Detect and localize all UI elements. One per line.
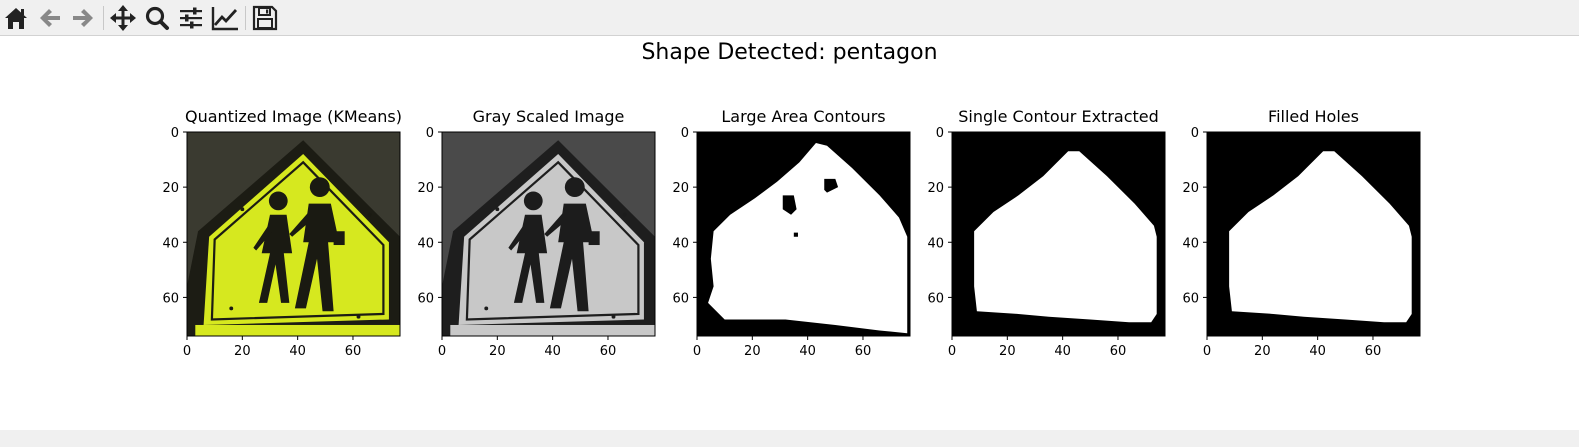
x-tick-label: 20	[1254, 344, 1271, 359]
subplot-image	[952, 132, 1165, 336]
axes-frame	[1206, 131, 1421, 337]
forward-button[interactable]	[68, 3, 98, 33]
subplots: Quantized Image (KMeans)0 20 40 600204060Gr…	[162, 107, 1421, 359]
y-tick-label: 60	[417, 291, 434, 306]
subplot-single-contour-extracted: Single Contour Extracted 0 20 40 60 0 20 40 60	[927, 107, 1166, 359]
move-icon	[110, 5, 136, 31]
subplot-image	[442, 132, 655, 336]
x-tick-label: 40	[1054, 344, 1071, 359]
arrow-left-icon	[40, 9, 60, 27]
pan-button[interactable]	[108, 3, 138, 33]
axes-frame	[186, 131, 401, 337]
y-tick-label: 60	[162, 291, 179, 306]
x-tick-label: 40	[799, 344, 816, 359]
x-tick-label: 0	[438, 344, 446, 359]
home-icon	[5, 8, 27, 29]
x-tick-label: 60	[1365, 344, 1382, 359]
arrow-right-icon	[73, 9, 93, 27]
subplot-image	[187, 132, 400, 336]
subplot-gray-scaled-image: Gray Scaled Image 0 20 40 60 0 20 40 60	[417, 107, 656, 359]
subplot-image	[1207, 132, 1420, 336]
y-tick-label: 60	[927, 291, 944, 306]
subplot-large-area-contours: Large Area Contours 0 20 40 60 0 20 40 60	[672, 107, 911, 359]
sliders-icon	[180, 7, 202, 29]
x-tick-label: 40	[289, 344, 306, 359]
y-tick-label: 40	[162, 236, 179, 251]
subplot-quantized-image-kmeans: Quantized Image (KMeans) 0 20 40 60 0 20 40 60	[162, 107, 402, 359]
x-tick-label: 60	[855, 344, 872, 359]
x-tick-label: 20	[999, 344, 1016, 359]
y-tick-label: 20	[1182, 181, 1199, 196]
x-tick-label: 20	[489, 344, 506, 359]
y-tick-label: 60	[672, 291, 689, 306]
y-tick-label: 0	[681, 126, 689, 141]
x-tick-label: 40	[1309, 344, 1326, 359]
subplot-title: Single Contour Extracted	[958, 107, 1159, 126]
y-tick-label: 0	[171, 126, 179, 141]
figure-suptitle: Shape Detected: pentagon	[641, 40, 938, 65]
x-tick-label: 60	[1110, 344, 1127, 359]
x-tick-label: 20	[234, 344, 251, 359]
toolbar-separator	[245, 6, 246, 30]
x-tick-label: 0	[948, 344, 956, 359]
line-chart-icon	[211, 7, 238, 31]
y-tick-label: 20	[927, 181, 944, 196]
subplot-image	[697, 132, 910, 336]
x-tick-label: 0	[1203, 344, 1211, 359]
figure-canvas: Shape Detected: pentagon Quantized Image…	[0, 37, 1579, 430]
x-tick-label: 0	[693, 344, 701, 359]
status-bar	[0, 430, 1579, 447]
configure-subplots-button[interactable]	[176, 3, 206, 33]
y-tick-label: 20	[162, 181, 179, 196]
subplot-title: Gray Scaled Image	[473, 107, 625, 126]
home-button[interactable]	[1, 3, 31, 33]
x-tick-label: 0	[183, 344, 191, 359]
save-button[interactable]	[250, 3, 280, 33]
axes-frame	[441, 131, 656, 337]
back-button[interactable]	[35, 3, 65, 33]
navigation-toolbar	[0, 0, 1579, 36]
y-tick-label: 20	[672, 181, 689, 196]
x-tick-label: 20	[744, 344, 761, 359]
x-tick-label: 40	[544, 344, 561, 359]
subplot-filled-holes: Filled Holes 0 20 40 60 0 20 40 60	[1182, 107, 1421, 359]
subplot-title: Quantized Image (KMeans)	[185, 107, 402, 126]
y-tick-label: 40	[672, 236, 689, 251]
y-tick-label: 0	[1191, 126, 1199, 141]
y-tick-label: 40	[417, 236, 434, 251]
toolbar-separator	[103, 6, 104, 30]
x-tick-label: 60	[600, 344, 617, 359]
x-tick-label: 60	[345, 344, 362, 359]
subplot-title: Large Area Contours	[721, 107, 885, 126]
y-tick-label: 40	[1182, 236, 1199, 251]
y-tick-label: 40	[927, 236, 944, 251]
edit-axis-button[interactable]	[210, 3, 240, 33]
y-tick-label: 0	[426, 126, 434, 141]
magnifier-icon	[145, 6, 169, 30]
y-tick-label: 60	[1182, 291, 1199, 306]
y-tick-label: 0	[936, 126, 944, 141]
axes-frame	[696, 131, 911, 337]
floppy-disk-icon	[252, 5, 278, 31]
zoom-button[interactable]	[142, 3, 172, 33]
y-tick-label: 20	[417, 181, 434, 196]
axes-frame	[951, 131, 1166, 337]
subplot-title: Filled Holes	[1268, 107, 1359, 126]
